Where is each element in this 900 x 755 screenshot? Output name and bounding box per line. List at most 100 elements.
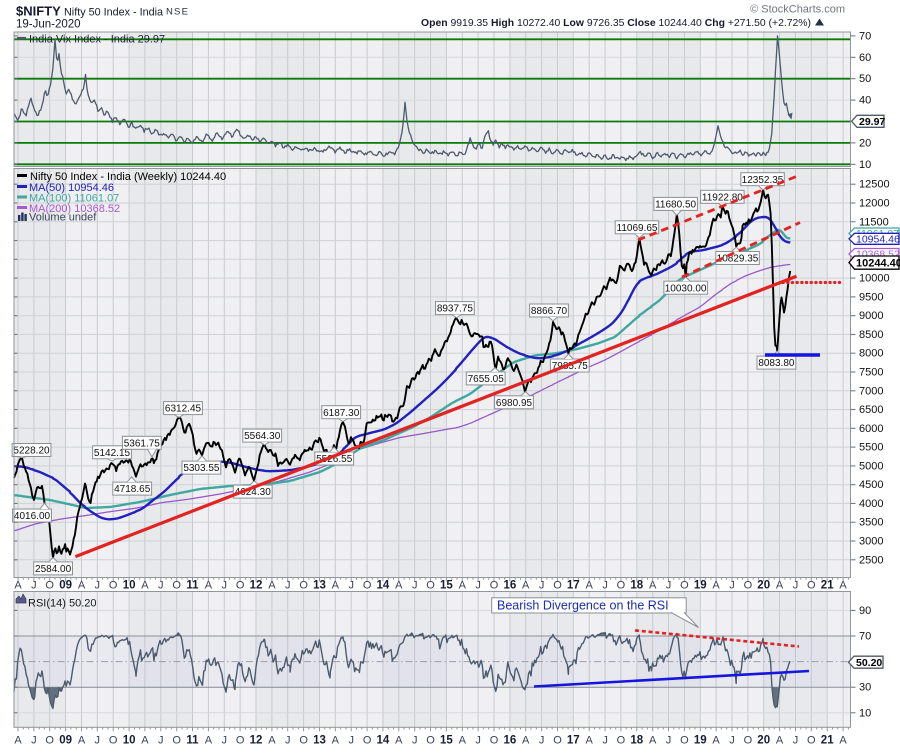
svg-text:A: A xyxy=(268,580,276,592)
svg-text:5526.55: 5526.55 xyxy=(316,454,353,465)
svg-text:10244.40: 10244.40 xyxy=(856,257,900,269)
svg-text:© StockCharts.com: © StockCharts.com xyxy=(750,4,845,16)
svg-text:A: A xyxy=(586,580,594,592)
svg-text:O: O xyxy=(617,580,626,592)
svg-text:5564.30: 5564.30 xyxy=(244,431,281,442)
svg-text:10030.00: 10030.00 xyxy=(665,283,707,294)
svg-text:J: J xyxy=(285,580,291,592)
svg-text:J: J xyxy=(31,734,37,746)
svg-text:6000: 6000 xyxy=(859,423,883,435)
svg-text:8500: 8500 xyxy=(859,329,883,341)
svg-text:2584.00: 2584.00 xyxy=(35,564,72,575)
svg-text:J: J xyxy=(222,580,228,592)
svg-text:5303.55: 5303.55 xyxy=(183,463,220,474)
svg-text:O: O xyxy=(426,580,435,592)
svg-text:J: J xyxy=(285,734,291,746)
svg-text:O: O xyxy=(553,734,562,746)
svg-text:O: O xyxy=(744,734,753,746)
svg-text:7000: 7000 xyxy=(859,385,883,397)
svg-text:15: 15 xyxy=(440,734,453,746)
svg-text:19: 19 xyxy=(694,580,707,592)
svg-text:A: A xyxy=(395,580,403,592)
svg-text:9000: 9000 xyxy=(859,310,883,322)
svg-text:A: A xyxy=(522,734,530,746)
svg-text:A: A xyxy=(268,734,276,746)
svg-text:O: O xyxy=(490,580,499,592)
svg-text:12500: 12500 xyxy=(859,179,890,191)
svg-text:J: J xyxy=(348,734,354,746)
svg-text:J: J xyxy=(412,580,418,592)
svg-text:O: O xyxy=(236,734,245,746)
svg-text:14: 14 xyxy=(377,734,390,746)
svg-text:A: A xyxy=(776,734,784,746)
svg-text:India Vix Index - India 29.97: India Vix Index - India 29.97 xyxy=(29,33,165,45)
svg-text:3000: 3000 xyxy=(859,536,883,548)
svg-text:10829.35: 10829.35 xyxy=(717,254,759,265)
svg-text:J: J xyxy=(348,580,354,592)
svg-text:J: J xyxy=(729,734,735,746)
svg-text:18: 18 xyxy=(630,580,643,592)
svg-text:4000: 4000 xyxy=(859,498,883,510)
svg-text:A: A xyxy=(522,580,530,592)
svg-text:8866.70: 8866.70 xyxy=(531,306,568,317)
svg-text:8000: 8000 xyxy=(859,348,883,360)
svg-text:A: A xyxy=(712,734,720,746)
svg-text:A: A xyxy=(205,734,213,746)
svg-text:4016.00: 4016.00 xyxy=(14,511,51,522)
svg-text:20: 20 xyxy=(757,734,770,746)
svg-text:J: J xyxy=(222,734,228,746)
svg-text:5228.20: 5228.20 xyxy=(13,446,50,457)
svg-text:8083.80: 8083.80 xyxy=(758,358,795,369)
svg-text:16: 16 xyxy=(504,734,517,746)
svg-text:70: 70 xyxy=(859,30,871,42)
svg-text:O: O xyxy=(617,734,626,746)
svg-text:A: A xyxy=(332,734,340,746)
svg-text:J: J xyxy=(31,580,37,592)
svg-text:A: A xyxy=(395,734,403,746)
svg-text:40: 40 xyxy=(859,95,871,107)
svg-text:J: J xyxy=(475,734,481,746)
svg-text:A: A xyxy=(776,580,784,592)
svg-text:O: O xyxy=(109,580,118,592)
svg-text:A: A xyxy=(649,734,657,746)
svg-text:60: 60 xyxy=(859,52,871,64)
svg-text:5500: 5500 xyxy=(859,442,883,454)
svg-text:Volume undef: Volume undef xyxy=(29,212,97,224)
svg-text:O: O xyxy=(680,580,689,592)
svg-text:13: 13 xyxy=(313,734,326,746)
svg-text:J: J xyxy=(158,580,164,592)
svg-text:8937.75: 8937.75 xyxy=(437,304,474,315)
svg-text:4718.65: 4718.65 xyxy=(114,484,151,495)
svg-text:6500: 6500 xyxy=(859,404,883,416)
svg-text:Bearish Divergence on the RSI: Bearish Divergence on the RSI xyxy=(497,599,669,613)
svg-text:6312.45: 6312.45 xyxy=(165,404,202,415)
svg-text:10: 10 xyxy=(123,580,136,592)
svg-text:10000: 10000 xyxy=(859,273,890,285)
svg-text:$NIFTY: $NIFTY xyxy=(16,4,61,19)
svg-text:29.97: 29.97 xyxy=(859,116,885,128)
svg-text:O: O xyxy=(490,734,499,746)
svg-text:14: 14 xyxy=(377,580,390,592)
svg-text:J: J xyxy=(95,580,101,592)
svg-text:11922.80: 11922.80 xyxy=(702,192,743,203)
svg-text:5142.15: 5142.15 xyxy=(94,448,131,459)
svg-text:13: 13 xyxy=(313,580,326,592)
svg-text:12352.35: 12352.35 xyxy=(742,175,784,186)
svg-text:A: A xyxy=(78,734,86,746)
svg-text:J: J xyxy=(729,580,735,592)
svg-text:16: 16 xyxy=(504,580,517,592)
svg-text:10: 10 xyxy=(859,159,871,171)
svg-text:RSI(14) 50.20: RSI(14) 50.20 xyxy=(28,597,96,609)
svg-text:11069.65: 11069.65 xyxy=(617,223,658,234)
svg-text:11: 11 xyxy=(186,734,199,746)
svg-text:A: A xyxy=(14,580,22,592)
svg-text:12: 12 xyxy=(250,580,263,592)
svg-text:O: O xyxy=(45,734,54,746)
svg-text:21: 21 xyxy=(821,580,834,592)
svg-text:O: O xyxy=(426,734,435,746)
svg-text:6187.30: 6187.30 xyxy=(323,408,360,419)
svg-text:10: 10 xyxy=(859,707,871,719)
svg-text:4500: 4500 xyxy=(859,479,883,491)
svg-text:J: J xyxy=(95,734,101,746)
svg-text:A: A xyxy=(205,580,213,592)
